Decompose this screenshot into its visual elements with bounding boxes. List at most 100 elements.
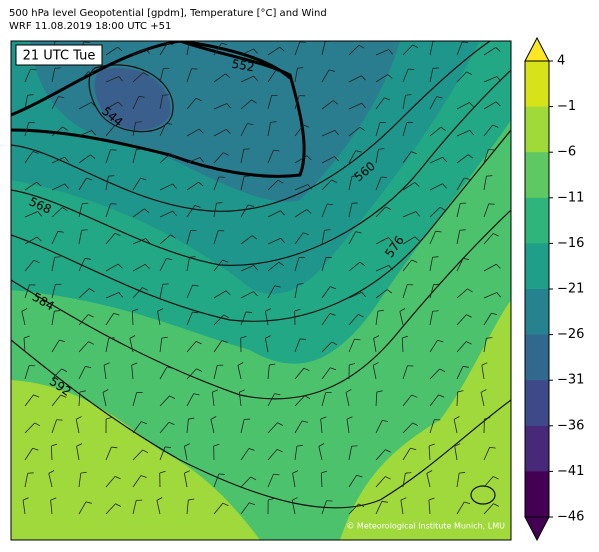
wind-barb	[221, 42, 228, 46]
colorbar-band	[525, 380, 549, 427]
wind-barb	[280, 238, 285, 244]
wind-barb	[78, 366, 86, 380]
wind-barb	[264, 338, 269, 353]
wind-barb	[385, 449, 391, 453]
wind-barb	[102, 392, 107, 407]
wind-barb	[51, 183, 65, 191]
wind-barb	[402, 182, 415, 191]
wind-barb	[381, 500, 388, 503]
wind-barb	[429, 68, 434, 83]
wind-barb	[399, 311, 404, 326]
wind-barb	[24, 422, 36, 434]
wind-barb	[408, 68, 415, 71]
wind-barb	[159, 338, 163, 353]
wind-barb	[402, 447, 411, 461]
wind-barb	[192, 311, 199, 314]
wind-barb	[216, 202, 223, 204]
wind-barb	[132, 48, 146, 56]
wind-barb	[375, 74, 389, 83]
wind-barb	[24, 236, 38, 245]
colorbar-band	[525, 152, 549, 199]
wind-barb	[388, 237, 393, 243]
wind-barb	[361, 75, 366, 81]
subtitle: WRF 11.08.2019 18:00 UTC +51	[9, 21, 171, 32]
wind-barb	[64, 183, 69, 189]
wind-barb	[442, 156, 447, 163]
wind-barb	[62, 207, 68, 212]
wind-barb	[294, 446, 298, 461]
wind-barb	[76, 416, 82, 420]
wind-barb	[294, 308, 301, 312]
wind-barb	[105, 292, 120, 299]
wind-barb	[294, 184, 309, 191]
wind-barb	[159, 366, 168, 380]
wind-barb	[213, 230, 219, 245]
wind-barb	[51, 394, 62, 407]
wind-barb	[113, 312, 120, 316]
colorbar-band	[525, 106, 549, 153]
wind-barb	[301, 420, 308, 423]
wind-barb	[60, 394, 67, 398]
wind-barb	[292, 470, 299, 474]
wind-barb	[157, 311, 161, 326]
wind-barb	[247, 123, 254, 126]
colorbar-tick-label: −41	[557, 464, 584, 479]
wind-barb	[414, 182, 420, 187]
wind-barb	[105, 76, 120, 83]
wind-barb	[456, 203, 461, 218]
wind-barb	[321, 313, 331, 326]
wind-barb	[348, 475, 357, 488]
wind-barb	[78, 341, 89, 353]
wind-barb	[294, 284, 298, 299]
wind-barb	[355, 150, 362, 153]
wind-barb	[321, 129, 335, 137]
wind-barb	[75, 419, 80, 434]
wind-barb	[105, 417, 112, 420]
wind-barb	[321, 230, 325, 245]
wind-barb	[132, 177, 141, 191]
wind-barb	[218, 473, 225, 475]
wind-barb	[213, 290, 227, 299]
wind-barb	[402, 284, 408, 299]
wind-barb	[131, 362, 138, 366]
wind-barb	[105, 124, 116, 137]
wind-barb	[280, 210, 285, 216]
wind-barb	[132, 238, 147, 245]
time-box	[15, 44, 103, 66]
wind-barb	[415, 211, 420, 217]
wind-barb	[426, 470, 433, 474]
wind-barb	[118, 292, 123, 298]
wind-barb	[51, 339, 60, 353]
wind-barb	[264, 311, 269, 326]
wind-barb	[51, 284, 56, 299]
wind-barb	[385, 206, 392, 211]
wind-barb	[170, 234, 176, 239]
wind-barb	[51, 156, 65, 164]
wind-barb	[358, 503, 365, 508]
wind-barb	[328, 69, 335, 72]
wind-barb	[492, 124, 499, 128]
wind-barb	[50, 445, 53, 461]
wind-barb	[226, 103, 231, 109]
wind-barb	[24, 95, 28, 110]
wind-barb	[456, 473, 460, 488]
wind-barb	[493, 503, 499, 507]
wind-barb	[334, 130, 339, 136]
wind-barb	[294, 338, 301, 353]
wind-barb	[132, 287, 143, 299]
wind-barb	[59, 339, 66, 343]
wind-barb	[118, 76, 123, 82]
wind-barb	[198, 128, 204, 134]
wind-barb	[51, 68, 56, 83]
wind-barb	[140, 177, 147, 181]
wind-barb	[159, 68, 164, 83]
wind-barb	[346, 419, 350, 434]
wind-barb	[439, 206, 446, 211]
wind-barb	[265, 335, 271, 339]
wind-barb	[411, 259, 418, 263]
wind-barb	[480, 389, 487, 393]
wind-barb	[166, 366, 173, 369]
wind-barb	[165, 122, 172, 125]
wind-barb	[186, 368, 197, 380]
colorbar-tick-label: −36	[557, 418, 584, 433]
